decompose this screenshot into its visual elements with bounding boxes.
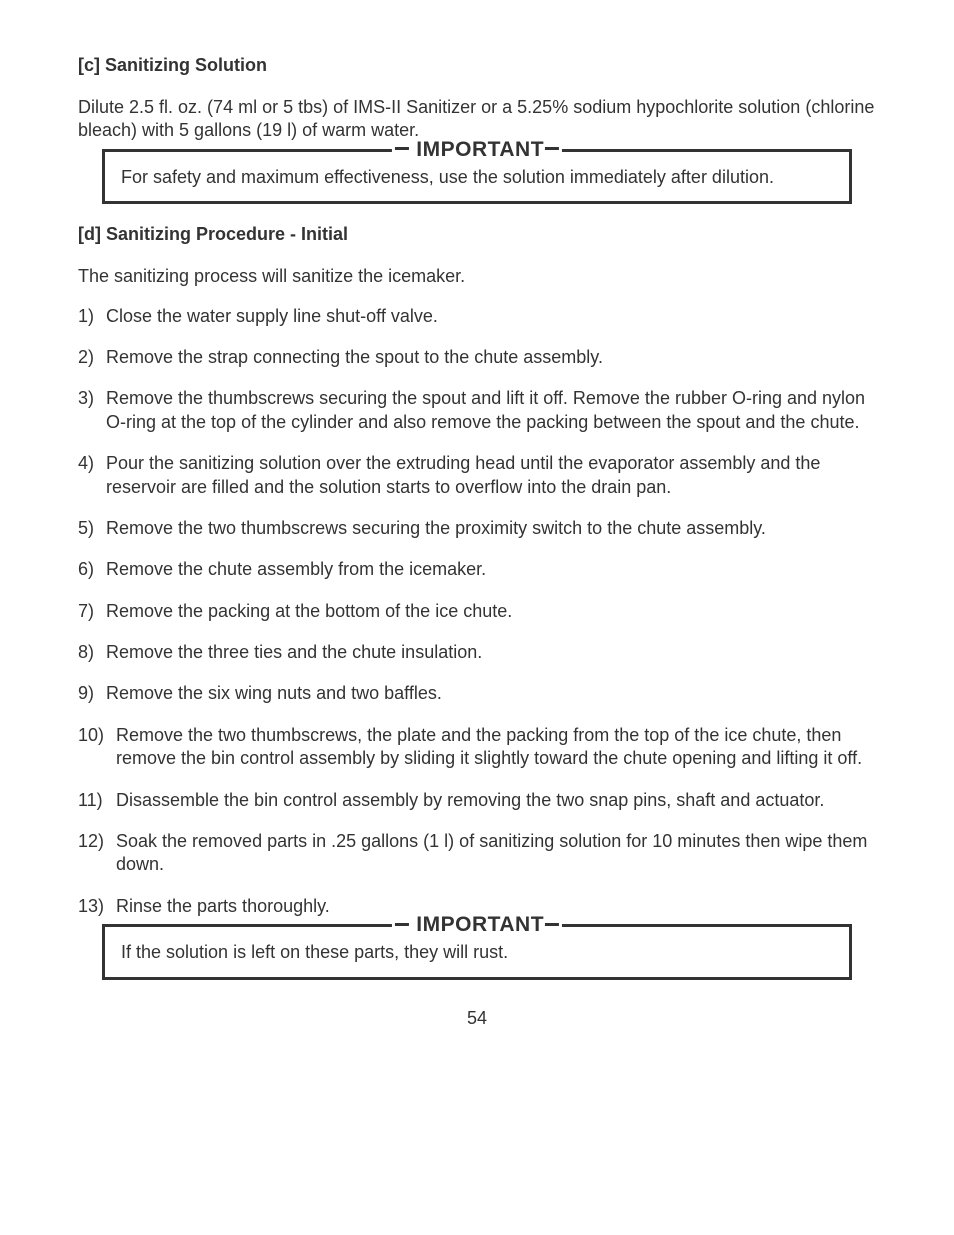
section-c-paragraph: Dilute 2.5 fl. oz. (74 ml or 5 tbs) of I… — [78, 96, 876, 143]
dash-icon — [395, 923, 409, 926]
list-text: Remove the strap connecting the spout to… — [106, 346, 876, 369]
list-text: Disassemble the bin control assembly by … — [116, 789, 876, 812]
list-item: 9) Remove the six wing nuts and two baff… — [78, 682, 876, 705]
section-d-heading: [d] Sanitizing Procedure - Initial — [78, 224, 876, 245]
section-d-intro: The sanitizing process will sanitize the… — [78, 265, 876, 288]
list-item: 11) Disassemble the bin control assembly… — [78, 789, 876, 812]
list-text: Soak the removed parts in .25 gallons (1… — [116, 830, 876, 877]
list-number: 11) — [78, 789, 116, 812]
list-number: 2) — [78, 346, 106, 369]
procedure-list: 1) Close the water supply line shut-off … — [78, 305, 876, 919]
important-label-2-text: IMPORTANT — [416, 913, 544, 936]
list-number: 1) — [78, 305, 106, 328]
list-number: 3) — [78, 387, 106, 434]
dash-icon — [395, 147, 409, 150]
list-number: 9) — [78, 682, 106, 705]
list-number: 5) — [78, 517, 106, 540]
list-item: 8) Remove the three ties and the chute i… — [78, 641, 876, 664]
dash-icon — [545, 147, 559, 150]
list-item: 2) Remove the strap connecting the spout… — [78, 346, 876, 369]
list-text: Close the water supply line shut-off val… — [106, 305, 876, 328]
list-text: Remove the two thumbscrews, the plate an… — [116, 724, 876, 771]
list-item: 10) Remove the two thumbscrews, the plat… — [78, 724, 876, 771]
section-c-heading: [c] Sanitizing Solution — [78, 55, 876, 76]
list-number: 8) — [78, 641, 106, 664]
list-number: 7) — [78, 600, 106, 623]
list-item: 4) Pour the sanitizing solution over the… — [78, 452, 876, 499]
dash-icon — [545, 923, 559, 926]
list-number: 4) — [78, 452, 106, 499]
list-text: Remove the chute assembly from the icema… — [106, 558, 876, 581]
important-box-2: IMPORTANT If the solution is left on the… — [102, 924, 852, 979]
important-label-2: IMPORTANT — [392, 913, 562, 937]
page-number: 54 — [78, 1008, 876, 1029]
important-text-2: If the solution is left on these parts, … — [121, 941, 833, 964]
list-text: Pour the sanitizing solution over the ex… — [106, 452, 876, 499]
list-text: Remove the thumbscrews securing the spou… — [106, 387, 876, 434]
list-item: 7) Remove the packing at the bottom of t… — [78, 600, 876, 623]
important-label-1-text: IMPORTANT — [416, 138, 544, 161]
important-label-1: IMPORTANT — [392, 138, 562, 162]
list-number: 6) — [78, 558, 106, 581]
list-text: Remove the six wing nuts and two baffles… — [106, 682, 876, 705]
list-item: 12) Soak the removed parts in .25 gallon… — [78, 830, 876, 877]
list-item: 5) Remove the two thumbscrews securing t… — [78, 517, 876, 540]
important-box-1: IMPORTANT For safety and maximum effecti… — [102, 149, 852, 204]
list-item: 1) Close the water supply line shut-off … — [78, 305, 876, 328]
list-item: 3) Remove the thumbscrews securing the s… — [78, 387, 876, 434]
document-page: [c] Sanitizing Solution Dilute 2.5 fl. o… — [0, 0, 954, 1235]
list-text: Remove the packing at the bottom of the … — [106, 600, 876, 623]
list-item: 6) Remove the chute assembly from the ic… — [78, 558, 876, 581]
list-text: Remove the three ties and the chute insu… — [106, 641, 876, 664]
list-number: 12) — [78, 830, 116, 877]
list-text: Remove the two thumbscrews securing the … — [106, 517, 876, 540]
list-number: 13) — [78, 895, 116, 918]
important-text-1: For safety and maximum effectiveness, us… — [121, 166, 833, 189]
list-number: 10) — [78, 724, 116, 771]
